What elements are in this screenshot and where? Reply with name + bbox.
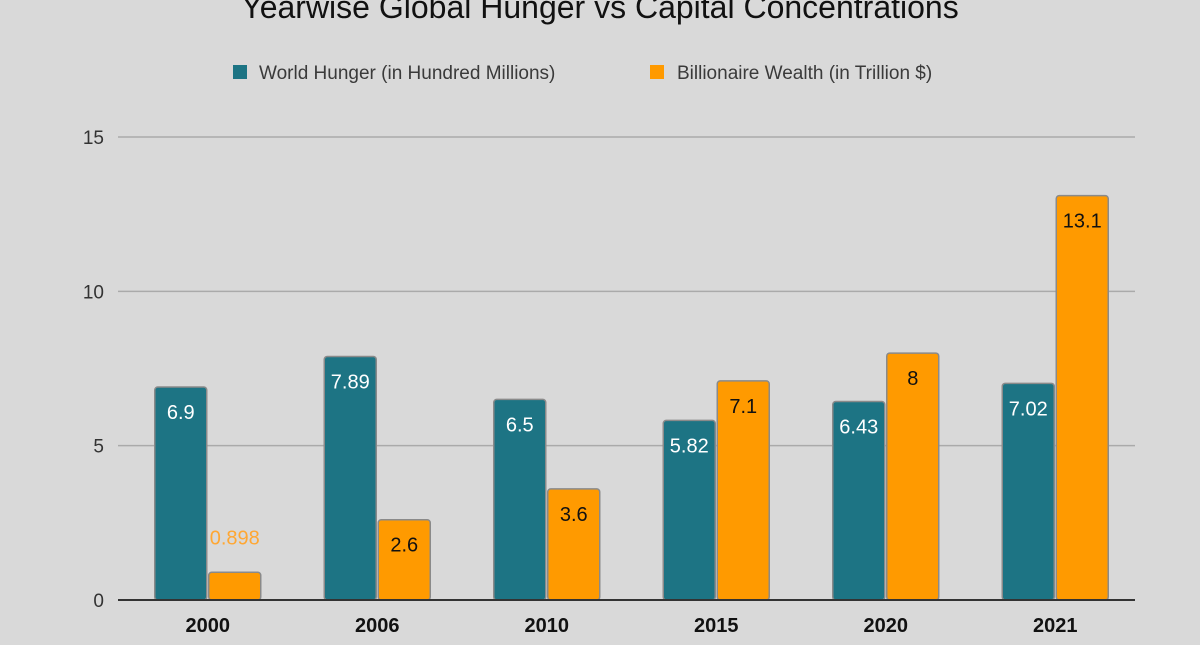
legend-label-billionaire-wealth: Billionaire Wealth (in Trillion $) xyxy=(677,63,932,84)
bar-billionaire-wealth xyxy=(377,518,431,601)
gridlines xyxy=(118,136,1135,447)
data-label: 7.02 xyxy=(1009,398,1048,420)
data-label: 5.82 xyxy=(670,435,709,457)
data-label: 3.6 xyxy=(560,504,588,526)
legend-swatch-billionaire-wealth xyxy=(650,65,664,79)
x-axis-ticks: 2000 2006 2010 2015 2020 2021 xyxy=(186,615,1078,637)
bar-billionaire-wealth xyxy=(208,571,262,601)
data-label: 8 xyxy=(907,368,918,390)
x-tick-label: 2020 xyxy=(864,615,909,637)
y-tick-label: 15 xyxy=(83,128,104,149)
x-tick-label: 2015 xyxy=(694,615,739,637)
data-labels: 6.9 0.898 7.89 2.6 6.5 3.6 5.82 7.1 6.43 8 7.02 13.… xyxy=(167,211,1102,557)
bar-billionaire-wealth xyxy=(886,352,940,601)
legend-label-world-hunger: World Hunger (in Hundred Millions) xyxy=(259,63,555,84)
bar-billionaire-wealth xyxy=(1055,194,1109,601)
x-tick-label: 2000 xyxy=(186,615,231,637)
data-label: 0.898 xyxy=(210,527,260,549)
y-tick-label: 5 xyxy=(93,437,104,458)
data-label: 6.9 xyxy=(167,402,195,424)
chart-title: Yearwise Global Hunger vs Capital Concen… xyxy=(241,0,958,25)
x-tick-label: 2021 xyxy=(1033,615,1078,637)
data-label: 7.89 xyxy=(331,371,370,393)
legend: World Hunger (in Hundred Millions) Billi… xyxy=(233,63,932,84)
y-axis-ticks: 0 5 10 15 xyxy=(83,128,104,612)
bars xyxy=(154,194,1109,601)
data-label: 7.1 xyxy=(729,396,757,418)
data-label: 6.5 xyxy=(506,414,534,436)
x-tick-label: 2006 xyxy=(355,615,400,637)
legend-swatch-world-hunger xyxy=(233,65,247,79)
x-tick-label: 2010 xyxy=(525,615,570,637)
data-label: 2.6 xyxy=(390,535,418,557)
y-tick-label: 10 xyxy=(83,282,104,303)
data-label: 6.43 xyxy=(839,417,878,439)
y-tick-label: 0 xyxy=(93,591,104,612)
data-label: 13.1 xyxy=(1063,211,1102,233)
